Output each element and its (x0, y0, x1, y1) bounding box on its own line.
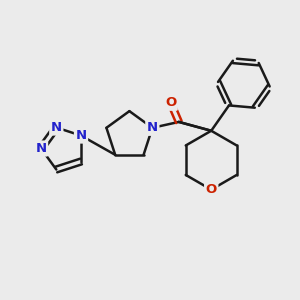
Text: O: O (165, 96, 176, 109)
Text: O: O (206, 183, 217, 196)
Text: N: N (35, 142, 46, 155)
Text: N: N (75, 129, 87, 142)
Text: N: N (51, 121, 62, 134)
Text: N: N (147, 121, 158, 134)
